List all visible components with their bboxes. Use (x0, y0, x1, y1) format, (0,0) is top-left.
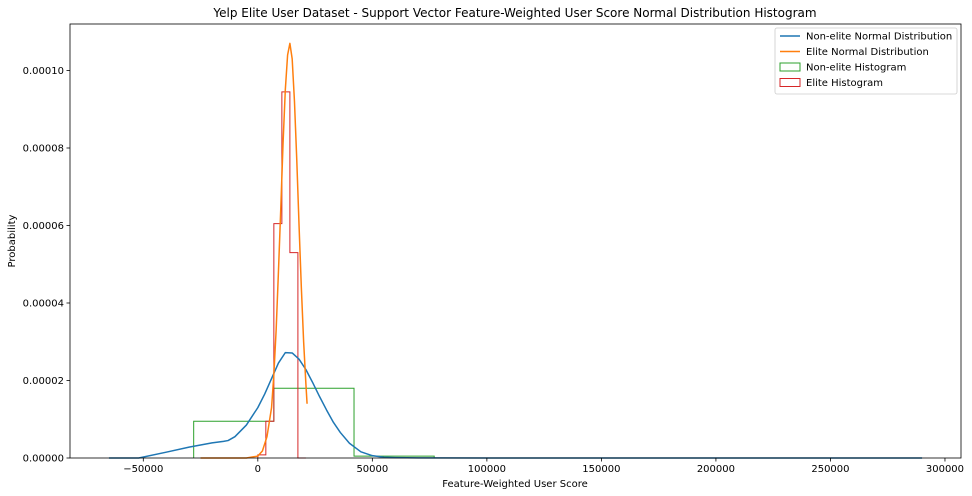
x-tick-label: 250000 (811, 464, 849, 475)
legend: Non-elite Normal Distribution Elite Norma… (774, 27, 958, 95)
x-tick-label: 150000 (582, 464, 620, 475)
y-tick-label: 0.00008 (23, 144, 64, 155)
x-tick-label: 200000 (697, 464, 735, 475)
x-tick-label: 50000 (356, 464, 388, 475)
plot-frame (69, 23, 962, 459)
y-tick-label: 0.00006 (23, 221, 64, 232)
elite-histogram-series (257, 91, 306, 459)
x-axis: −50000 0 50000 100000 150000 200000 250000 3000… (123, 458, 964, 475)
x-tick-label: 100000 (468, 464, 506, 475)
plot-area (108, 42, 923, 459)
non-elite-histogram-series (193, 387, 435, 458)
non-elite-normal-distribution-series (108, 351, 923, 459)
y-tick-label: 0.00000 (23, 454, 64, 465)
chart-title: Yelp Elite User Dataset - Support Vector… (212, 6, 816, 20)
legend-entry: Non-elite Histogram (806, 63, 906, 74)
y-tick-label: 0.00004 (23, 299, 64, 310)
x-tick-label: −50000 (123, 464, 163, 475)
x-tick-label: 300000 (926, 464, 964, 475)
legend-entry: Elite Histogram (806, 78, 883, 89)
x-tick-label: 0 (255, 464, 261, 475)
y-tick-label: 0.00002 (23, 376, 64, 387)
legend-entry: Non-elite Normal Distribution (806, 32, 952, 43)
y-axis: 0.00000 0.00002 0.00004 0.00006 0.00008 0.000… (23, 66, 70, 465)
y-axis-label: Probability (7, 214, 18, 267)
legend-entry: Elite Normal Distribution (806, 47, 929, 58)
x-axis-label: Feature-Weighted User Score (442, 479, 588, 490)
y-tick-label: 0.00010 (23, 66, 64, 77)
legend-swatch (779, 62, 801, 72)
legend-swatch (779, 78, 801, 87)
legend-box (774, 27, 958, 95)
elite-normal-distribution-series (200, 42, 308, 459)
